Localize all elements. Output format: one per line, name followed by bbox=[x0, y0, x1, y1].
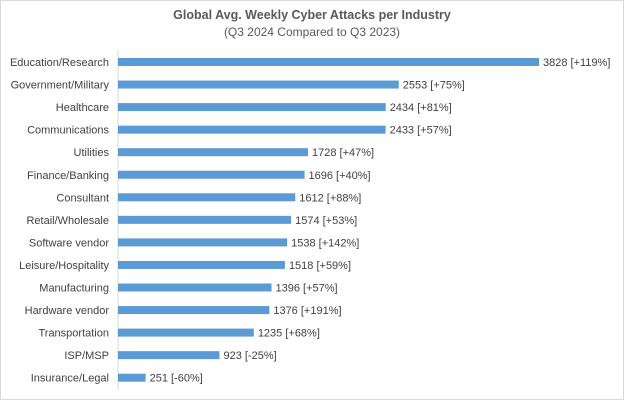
category-label: Finance/Banking bbox=[27, 170, 109, 182]
bar-data-label: 1396 [+57%] bbox=[276, 283, 338, 295]
bar-data-label: 923 [-25%] bbox=[224, 350, 277, 362]
bar bbox=[118, 103, 386, 112]
category-label: Utilities bbox=[74, 147, 110, 159]
category-label: Transportation bbox=[38, 328, 109, 340]
bar-data-label: 2433 [+57%] bbox=[390, 125, 452, 137]
bar bbox=[118, 170, 305, 179]
category-label: Manufacturing bbox=[39, 283, 109, 295]
bar-data-label: 1696 [+40%] bbox=[309, 170, 371, 182]
bar-data-label: 3828 [+119%] bbox=[543, 57, 610, 69]
bar-data-label: 1728 [+47%] bbox=[312, 147, 374, 159]
bar bbox=[118, 148, 309, 157]
bar bbox=[118, 80, 399, 89]
category-label: Government/Military bbox=[11, 80, 110, 92]
bar bbox=[118, 58, 539, 66]
bar-data-label: 1518 [+59%] bbox=[289, 260, 351, 272]
bar bbox=[118, 193, 296, 202]
category-label: Education/Research bbox=[10, 57, 109, 69]
chart-title: Global Avg. Weekly Cyber Attacks per Ind… bbox=[173, 8, 451, 22]
bar-data-label: 1574 [+53%] bbox=[295, 215, 357, 227]
bar-data-label: 1612 [+88%] bbox=[299, 192, 361, 204]
category-label: Consultant bbox=[56, 192, 109, 204]
bar bbox=[118, 215, 292, 224]
chart-subtitle: (Q3 2024 Compared to Q3 2023) bbox=[223, 25, 401, 39]
category-label: Healthcare bbox=[56, 102, 109, 114]
category-labels: Education/Research Government/Military Hea… bbox=[10, 57, 110, 385]
data-labels: 3828 [+119%] 2553 [+75%] 2434 [+81%] 2433 [… bbox=[150, 57, 611, 385]
bar-data-label: 1235 [+68%] bbox=[258, 328, 320, 340]
bar bbox=[118, 260, 285, 269]
category-label: Communications bbox=[27, 125, 109, 137]
bar bbox=[118, 373, 146, 382]
bar-data-label: 1538 [+142%] bbox=[291, 237, 359, 249]
bar bbox=[118, 125, 386, 134]
bar-data-label: 2553 [+75%] bbox=[403, 80, 465, 92]
bar bbox=[118, 306, 270, 315]
category-label: ISP/MSP bbox=[64, 350, 109, 362]
category-label: Hardware vendor bbox=[25, 305, 110, 317]
bar-data-label: 1376 [+191%] bbox=[273, 305, 341, 317]
category-label: Insurance/Legal bbox=[31, 373, 109, 385]
bar bbox=[118, 283, 272, 292]
bar bbox=[118, 238, 288, 247]
bar bbox=[118, 351, 220, 360]
bar bbox=[118, 328, 254, 337]
bar-data-label: 251 [-60%] bbox=[150, 373, 203, 385]
category-label: Software vendor bbox=[29, 237, 109, 249]
category-label: Retail/Wholesale bbox=[26, 215, 109, 227]
bar-data-label: 2434 [+81%] bbox=[390, 102, 452, 114]
category-label: Leisure/Hospitality bbox=[19, 260, 109, 272]
bars bbox=[118, 58, 539, 382]
